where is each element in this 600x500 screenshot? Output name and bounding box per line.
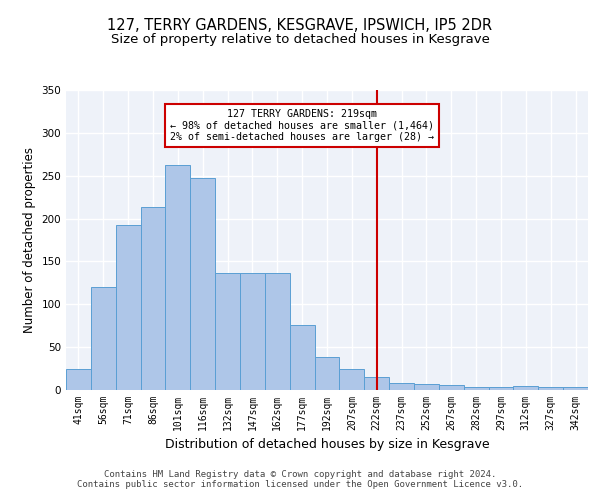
Bar — [389, 383, 414, 390]
Text: Contains HM Land Registry data © Crown copyright and database right 2024.
Contai: Contains HM Land Registry data © Crown c… — [77, 470, 523, 489]
Y-axis label: Number of detached properties: Number of detached properties — [23, 147, 36, 333]
Bar — [166, 166, 190, 390]
Bar — [488, 386, 514, 390]
Bar — [116, 224, 140, 390]
Bar — [538, 388, 563, 390]
Text: 127, TERRY GARDENS, KESGRAVE, IPSWICH, IP5 2DR: 127, TERRY GARDENS, KESGRAVE, IPSWICH, I… — [107, 18, 493, 32]
Bar — [215, 274, 240, 390]
Bar — [240, 274, 265, 390]
Bar — [414, 384, 439, 390]
Bar — [314, 356, 340, 390]
Bar — [290, 325, 314, 390]
Bar — [190, 178, 215, 390]
Bar — [514, 386, 538, 390]
Text: Size of property relative to detached houses in Kesgrave: Size of property relative to detached ho… — [110, 32, 490, 46]
Bar — [340, 368, 364, 390]
X-axis label: Distribution of detached houses by size in Kesgrave: Distribution of detached houses by size … — [164, 438, 490, 452]
Bar — [140, 208, 166, 390]
Bar — [66, 368, 91, 390]
Bar — [439, 385, 464, 390]
Bar — [364, 377, 389, 390]
Text: 127 TERRY GARDENS: 219sqm
← 98% of detached houses are smaller (1,464)
2% of sem: 127 TERRY GARDENS: 219sqm ← 98% of detac… — [170, 109, 434, 142]
Bar — [563, 388, 588, 390]
Bar — [265, 274, 290, 390]
Bar — [464, 386, 488, 390]
Bar — [91, 287, 116, 390]
